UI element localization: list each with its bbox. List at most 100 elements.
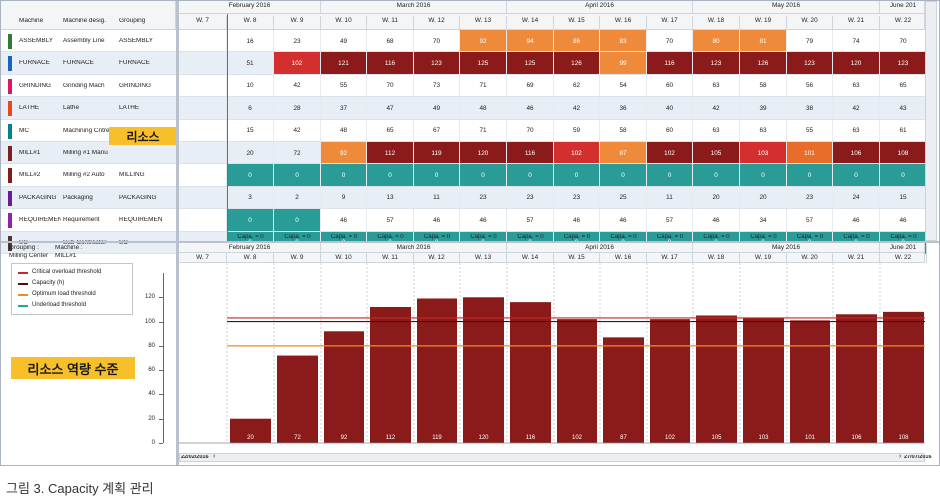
load-cell[interactable]: 0 [600,164,647,187]
load-cell[interactable]: 48 [321,119,367,142]
load-cell[interactable]: 116 [507,142,554,165]
load-cell[interactable]: 65 [367,119,414,142]
load-cell[interactable]: 119 [414,142,460,165]
week-label[interactable]: W. 17 [647,253,693,263]
load-cell[interactable]: 120 [833,52,880,75]
load-cell[interactable]: 101 [787,142,833,165]
table-row[interactable] [1,74,925,98]
panel-splitter[interactable] [1,241,939,243]
week-label[interactable]: W. 12 [414,253,460,263]
load-cell[interactable]: 59 [554,119,600,142]
load-cell[interactable]: 13 [367,186,414,210]
load-cell[interactable]: 70 [367,74,414,98]
load-cell[interactable] [179,142,227,165]
load-cell[interactable]: 125 [460,52,507,75]
load-cell[interactable]: 63 [693,119,740,142]
top-vertical-scrollbar[interactable] [925,1,937,241]
load-cell[interactable]: 40 [647,97,693,120]
week-label[interactable]: W. 10 [321,253,367,263]
week-label[interactable]: W. 18 [693,253,740,263]
timeline-scrollbar[interactable] [179,453,925,462]
load-cell[interactable]: 2 [274,186,321,210]
week-label[interactable]: W. 19 [740,16,787,29]
week-label[interactable]: W. 8 [227,16,274,29]
week-label[interactable]: W. 9 [274,16,321,29]
load-cell[interactable]: 60 [647,74,693,98]
scroll-right-icon[interactable]: › [899,453,902,460]
load-cell[interactable]: 102 [554,142,600,165]
col-grouping-header[interactable]: Grouping [119,18,146,24]
load-cell[interactable]: 0 [227,209,274,232]
load-cell[interactable]: 46 [880,209,927,232]
vertical-splitter[interactable] [176,1,179,465]
load-cell[interactable]: 116 [647,52,693,75]
week-label[interactable]: W. 16 [600,16,647,29]
load-cell[interactable]: 92 [460,30,507,53]
load-cell[interactable] [179,209,227,232]
col-machine-header[interactable]: Machine [19,18,44,24]
load-cell[interactable]: 38 [787,97,833,120]
load-cell[interactable]: 123 [880,52,927,75]
load-cell[interactable]: 120 [460,142,507,165]
load-cell[interactable]: 70 [507,119,554,142]
scroll-left-icon[interactable]: ‹ [213,453,216,460]
load-cell[interactable] [179,74,227,98]
load-cell[interactable]: 54 [600,74,647,98]
load-cell[interactable]: 6 [227,97,274,120]
load-cell[interactable]: 123 [414,52,460,75]
load-cell[interactable]: 116 [367,52,414,75]
load-cell[interactable]: 70 [880,30,927,53]
load-cell[interactable]: 79 [787,30,833,53]
load-cell[interactable]: 25 [600,186,647,210]
load-cell[interactable]: 126 [740,52,787,75]
week-label[interactable]: W. 10 [321,16,367,29]
load-cell[interactable]: 60 [647,119,693,142]
load-cell[interactable]: 57 [647,209,693,232]
week-label[interactable]: W. 15 [554,16,600,29]
week-label[interactable]: W. 20 [787,253,833,263]
load-cell[interactable]: 11 [414,186,460,210]
load-cell[interactable] [179,30,227,53]
load-cell[interactable]: 15 [227,119,274,142]
col-designation-header[interactable]: Machine desig. [63,18,106,24]
load-cell[interactable]: 42 [554,97,600,120]
load-cell[interactable]: 46 [507,97,554,120]
load-cell[interactable]: 23 [274,30,321,53]
load-cell[interactable]: 0 [740,164,787,187]
week-label[interactable]: W. 20 [787,16,833,29]
week-label[interactable]: W. 12 [414,16,460,29]
load-cell[interactable]: 34 [740,209,787,232]
load-cell[interactable]: 63 [740,119,787,142]
load-cell[interactable] [179,52,227,75]
week-label[interactable]: W. 22 [880,253,927,263]
load-cell[interactable]: 46 [600,209,647,232]
load-cell[interactable]: 0 [321,164,367,187]
load-cell[interactable]: 72 [274,142,321,165]
load-cell[interactable]: 0 [693,164,740,187]
load-cell[interactable]: 39 [740,97,787,120]
load-cell[interactable]: 9 [321,186,367,210]
load-cell[interactable]: 63 [693,74,740,98]
week-label[interactable]: W. 7 [179,253,227,263]
load-cell[interactable]: 123 [693,52,740,75]
load-cell[interactable]: 0 [880,164,927,187]
load-cell[interactable]: 46 [554,209,600,232]
load-cell[interactable]: 80 [693,30,740,53]
load-cell[interactable]: 68 [367,30,414,53]
load-cell[interactable]: 87 [600,142,647,165]
week-label[interactable]: W. 21 [833,16,880,29]
load-cell[interactable]: 16 [227,30,274,53]
load-cell[interactable]: 65 [880,74,927,98]
load-cell[interactable]: 55 [321,74,367,98]
load-cell[interactable]: 0 [414,164,460,187]
load-cell[interactable]: 20 [227,142,274,165]
week-label[interactable]: W. 11 [367,16,414,29]
load-cell[interactable]: 0 [274,209,321,232]
table-row[interactable] [1,119,925,142]
load-cell[interactable]: 105 [693,142,740,165]
week-label[interactable]: W. 13 [460,16,507,29]
load-cell[interactable]: 0 [507,164,554,187]
load-cell[interactable]: 46 [693,209,740,232]
week-label[interactable]: W. 22 [880,16,927,29]
load-cell[interactable]: 20 [693,186,740,210]
